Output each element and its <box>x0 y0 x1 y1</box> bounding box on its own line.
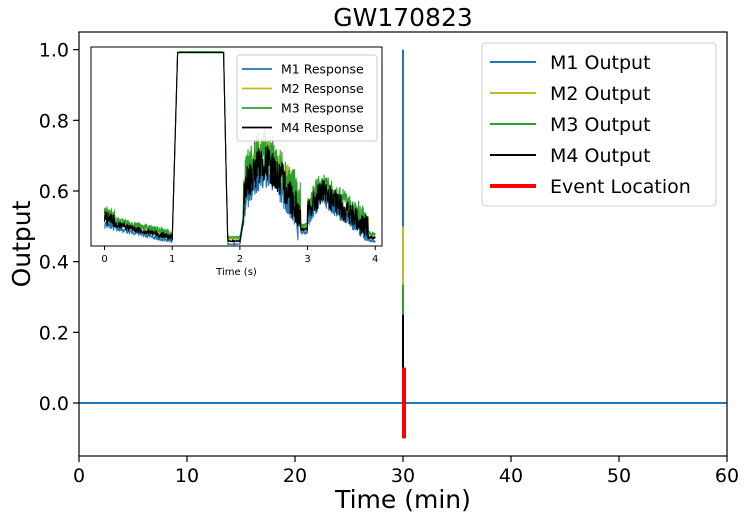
y-axis-label: Output <box>7 200 36 287</box>
legend-label: M1 Output <box>550 52 651 74</box>
inset-plot-area <box>103 50 376 246</box>
legend-m2-output: M2 Output <box>490 83 651 105</box>
x-tick-label: 40 <box>499 465 523 487</box>
legend-label: M3 Output <box>550 114 651 136</box>
legend-label: M2 Output <box>550 83 651 105</box>
inset-x-tick-label: 2 <box>237 254 243 265</box>
legend-m3-output: M3 Output <box>490 114 651 136</box>
main-legend-box <box>481 42 717 207</box>
y-tick-label: 0.4 <box>39 252 69 274</box>
x-tick-label: 10 <box>175 465 199 487</box>
inset-legend-m3: M3 Response <box>242 101 364 116</box>
inset-legend-m2: M2 Response <box>242 81 364 96</box>
inset-legend-m4: M4 Response <box>242 120 364 135</box>
inset-x-tick-label: 0 <box>101 254 107 265</box>
inset-legend-box <box>236 54 378 142</box>
inset-x-tick-label: 4 <box>372 254 378 265</box>
y-tick-label: 1.0 <box>39 40 69 62</box>
inset-axes: 0 1 2 3 4 Time (s) M1 Response M2 Response M3 Re… <box>90 46 383 278</box>
x-tick-label: 0 <box>73 465 85 487</box>
legend-label: Event Location <box>550 176 691 198</box>
chart-title: GW170823 <box>333 3 473 32</box>
inset-legend-label: M2 Response <box>281 81 364 96</box>
main-legend: M1 Output M2 Output M3 Output M4 Output Even… <box>481 42 717 207</box>
inset-m4-response-line <box>103 52 376 244</box>
x-tick-label: 50 <box>607 465 631 487</box>
y-tick-label: 0.6 <box>39 181 69 203</box>
inset-legend: M1 Response M2 Response M3 Response M4 Resp… <box>236 54 378 142</box>
inset-legend-label: M4 Response <box>281 120 364 135</box>
y-tick-label: 0.8 <box>39 110 69 132</box>
legend-label: M4 Output <box>550 145 651 167</box>
inset-m3-response-line <box>103 50 376 241</box>
inset-axes-frame <box>90 46 383 247</box>
legend-m1-output: M1 Output <box>490 52 651 74</box>
y-tick-label: 0.2 <box>39 322 69 344</box>
x-tick-label: 20 <box>283 465 307 487</box>
x-axis-label: Time (min) <box>334 485 471 514</box>
inset-legend-label: M3 Response <box>281 101 364 116</box>
inset-legend-label: M1 Response <box>281 62 364 77</box>
inset-x-axis-label: Time (s) <box>215 267 257 278</box>
x-tick-label: 60 <box>715 465 739 487</box>
legend-event-location: Event Location <box>490 176 691 198</box>
legend-m4-output: M4 Output <box>490 145 651 167</box>
inset-x-tick-label: 3 <box>304 254 310 265</box>
inset-legend-m1: M1 Response <box>242 62 364 77</box>
inset-x-tick-label: 1 <box>169 254 175 265</box>
y-tick-label: 0.0 <box>39 393 69 415</box>
x-tick-label: 30 <box>391 465 415 487</box>
